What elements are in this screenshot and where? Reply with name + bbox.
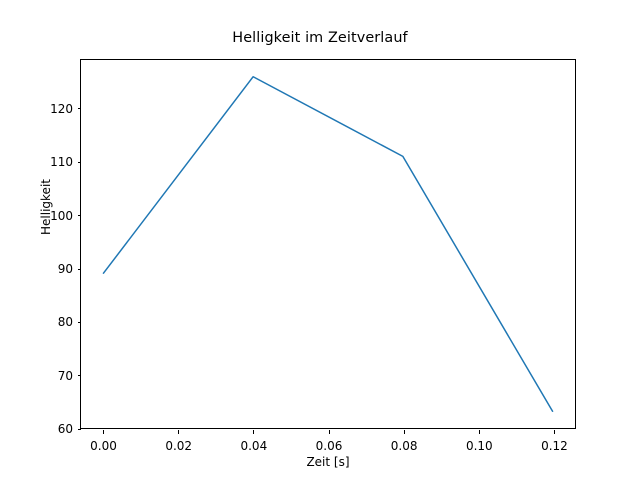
x-tick-label: 0.04: [240, 439, 268, 453]
y-tick-mark: [77, 161, 81, 163]
x-tick-label: 0.02: [165, 439, 193, 453]
x-tick-mark: [253, 430, 255, 434]
line-series-0: [102, 75, 554, 413]
y-tick-label: 120: [50, 101, 73, 116]
x-tick-mark: [478, 430, 480, 434]
x-tick-mark: [403, 430, 405, 434]
x-tick-label: 0.08: [390, 439, 418, 453]
y-tick-label: 60: [57, 422, 73, 437]
x-tick-label: 0.06: [315, 439, 343, 453]
x-tick-mark: [178, 430, 180, 434]
chart-title: Helligkeit im Zeitverlauf: [232, 30, 408, 46]
y-tick-label: 70: [57, 368, 73, 383]
y-tick-label: 90: [57, 262, 73, 277]
y-tick-mark: [77, 375, 81, 377]
y-tick-label: 80: [57, 315, 73, 330]
y-tick-label: 100: [50, 208, 73, 223]
x-tick-label: 0.12: [541, 439, 568, 453]
y-tick-mark: [77, 108, 81, 110]
y-tick-label: 110: [50, 155, 73, 170]
y-tick-mark: [77, 428, 81, 430]
y-axis-label: Helligkeit: [39, 179, 53, 235]
x-tick-label: 0.00: [90, 439, 117, 453]
x-tick-mark: [328, 430, 330, 434]
x-axis-label: Zeit [s]: [306, 455, 350, 469]
x-tick-mark: [553, 430, 555, 434]
x-tick-mark: [103, 430, 105, 434]
line-series-svg: [102, 75, 554, 413]
y-tick-mark: [77, 268, 81, 270]
plot-axes: 60 70 80 90 100 110 120 0.00 0.02 0.04 0.06 0.08 0.…: [50, 59, 576, 453]
y-tick-mark: [77, 215, 81, 217]
x-tick-label: 0.10: [465, 439, 493, 453]
y-tick-mark: [77, 321, 81, 323]
